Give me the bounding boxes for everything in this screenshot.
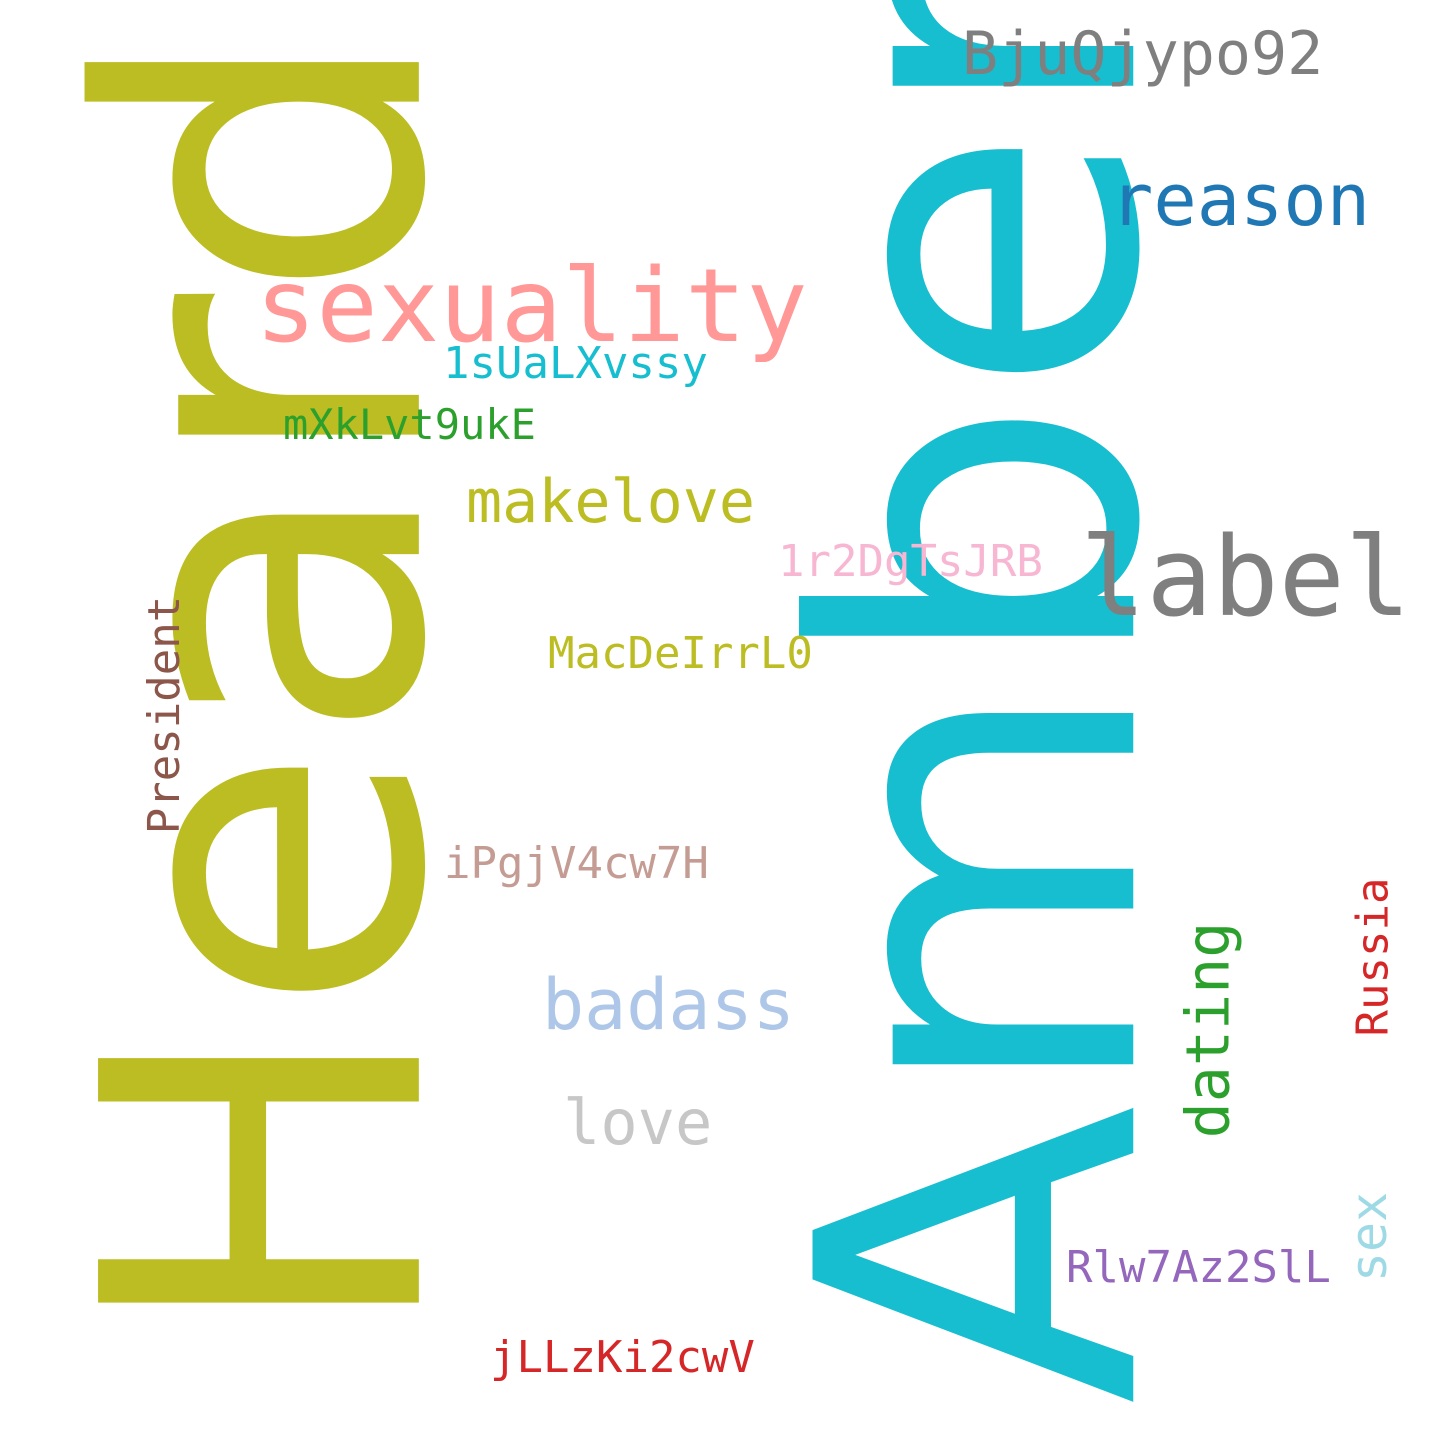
word-makelove: makelove bbox=[466, 467, 755, 537]
word-macdeirrl0: MacDeIrrL0 bbox=[548, 628, 813, 679]
word-1suualxvssy: 1sUaLXvssy bbox=[443, 338, 708, 389]
word-badass: badass bbox=[542, 964, 795, 1046]
word-heard: Heard bbox=[10, 22, 523, 1346]
word-label: label bbox=[1080, 513, 1412, 641]
word-bjuqjypo92: BjuQjypo92 bbox=[962, 19, 1324, 89]
word-jllzki2cwv: jLLzKi2cwV bbox=[490, 1332, 755, 1383]
word-sex: sex bbox=[1340, 1191, 1399, 1283]
word-rlw7az2sll: Rlw7Az2SlL bbox=[1066, 1242, 1331, 1293]
word-dating: dating bbox=[1173, 921, 1244, 1139]
word-president: President bbox=[139, 595, 191, 835]
word-sexuality: sexuality bbox=[255, 247, 808, 366]
word-love: love bbox=[563, 1086, 713, 1159]
word-ipgjv4cw7h: iPgjV4cw7H bbox=[444, 838, 709, 889]
word-reason: reason bbox=[1110, 158, 1371, 242]
word-mxklvt9uke: mXkLvt9ukE bbox=[283, 400, 536, 449]
word-russia: Russia bbox=[1347, 877, 1399, 1037]
word-1r2dgtsjrb: 1r2DgTsJRB bbox=[778, 536, 1043, 587]
